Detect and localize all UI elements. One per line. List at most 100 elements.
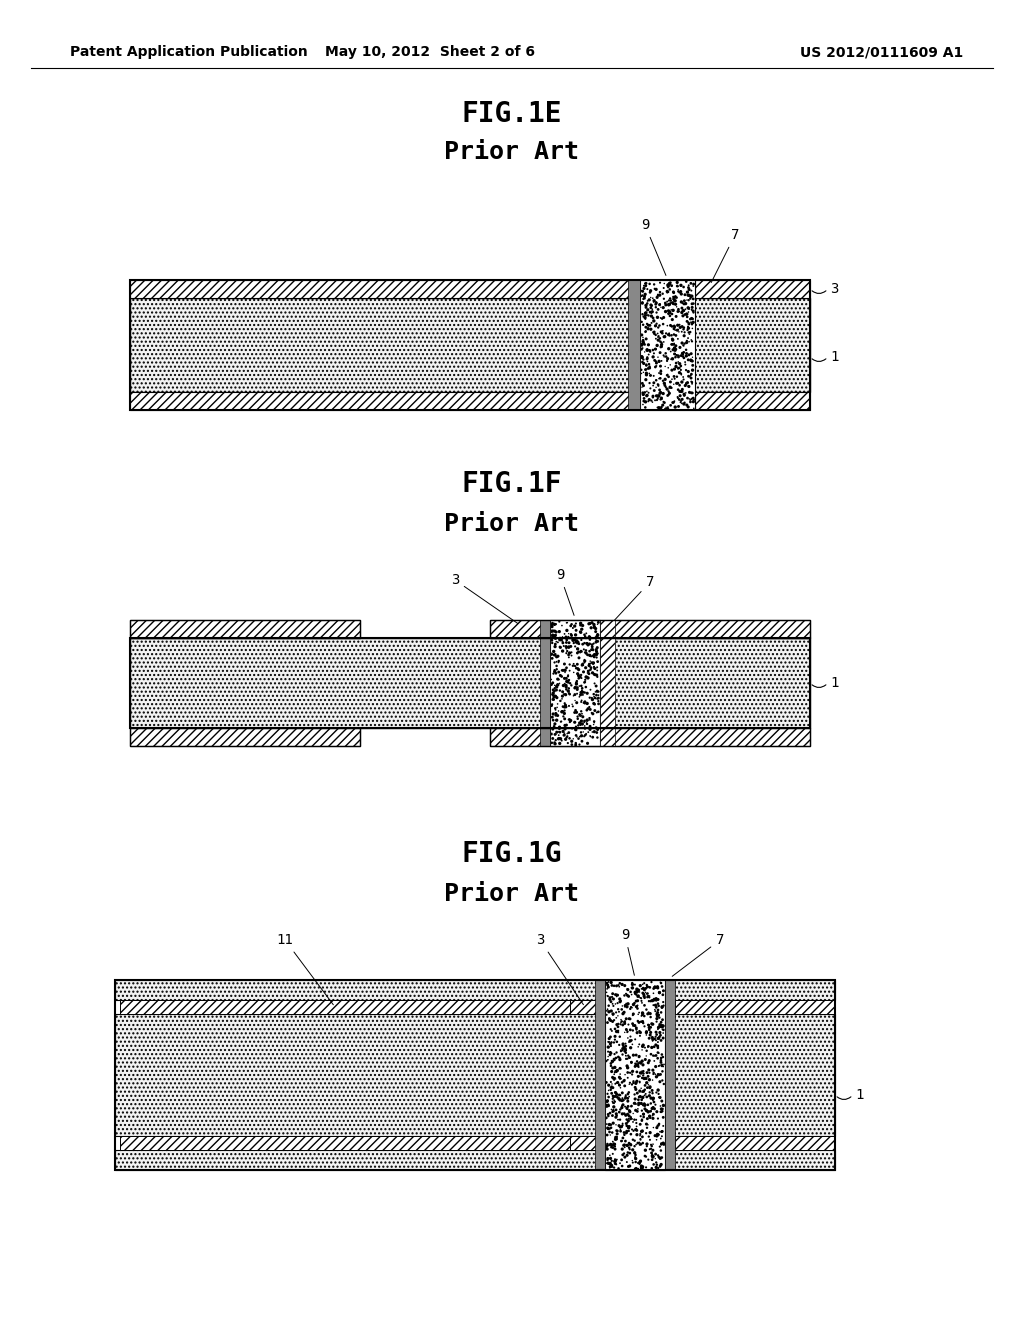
Point — [547, 636, 563, 657]
Point — [606, 1151, 623, 1172]
Point — [649, 977, 666, 998]
Point — [675, 343, 691, 364]
Point — [627, 1142, 643, 1163]
Point — [621, 1110, 637, 1131]
Point — [547, 723, 563, 744]
Point — [561, 627, 578, 648]
Point — [682, 309, 698, 330]
Point — [650, 1125, 667, 1146]
Point — [568, 657, 585, 678]
Point — [604, 1067, 621, 1088]
Point — [578, 640, 594, 661]
Point — [581, 626, 597, 647]
Point — [628, 1100, 644, 1121]
Point — [589, 722, 605, 743]
Point — [567, 719, 584, 741]
Point — [668, 325, 684, 346]
Point — [561, 727, 578, 748]
Point — [615, 1143, 632, 1164]
Point — [648, 989, 665, 1010]
Point — [645, 1045, 662, 1067]
Point — [604, 983, 621, 1005]
Point — [616, 1076, 633, 1097]
Point — [683, 383, 699, 404]
Point — [652, 308, 669, 329]
Point — [629, 1055, 645, 1076]
Point — [614, 1094, 631, 1115]
Point — [644, 1146, 660, 1167]
Point — [558, 696, 574, 717]
Point — [630, 986, 646, 1007]
Point — [570, 642, 587, 663]
Point — [634, 304, 650, 325]
Point — [665, 309, 681, 330]
Point — [651, 1137, 668, 1158]
Point — [639, 348, 655, 370]
Text: 7: 7 — [672, 933, 724, 977]
Bar — [120, 1001, 595, 1014]
Point — [577, 693, 593, 714]
Point — [615, 1122, 632, 1143]
Point — [677, 298, 693, 319]
Point — [683, 273, 699, 294]
Point — [623, 1109, 639, 1130]
Point — [558, 638, 574, 659]
Point — [588, 627, 604, 648]
Point — [676, 384, 692, 405]
Point — [606, 1010, 623, 1031]
Point — [631, 979, 647, 1001]
Point — [650, 298, 667, 319]
Point — [638, 370, 654, 391]
Point — [612, 1008, 629, 1030]
Point — [603, 1072, 620, 1093]
Point — [643, 318, 659, 339]
Point — [578, 657, 594, 678]
Point — [638, 1068, 654, 1089]
Point — [591, 693, 607, 714]
Point — [553, 711, 569, 733]
Point — [648, 352, 665, 374]
Point — [569, 677, 586, 698]
Point — [604, 1073, 621, 1094]
Point — [605, 989, 622, 1010]
Point — [569, 643, 586, 664]
Point — [663, 272, 679, 293]
Point — [624, 1096, 640, 1117]
Point — [582, 651, 598, 672]
Point — [634, 372, 650, 393]
Point — [645, 1088, 662, 1109]
Point — [654, 985, 671, 1006]
Point — [578, 667, 594, 688]
Point — [549, 697, 565, 718]
Point — [677, 351, 693, 372]
Point — [617, 1105, 634, 1126]
Point — [635, 330, 651, 351]
Point — [622, 1008, 638, 1030]
Point — [562, 711, 579, 733]
Bar — [640, 280, 695, 411]
Point — [577, 626, 593, 647]
Point — [652, 1121, 669, 1142]
Point — [589, 727, 605, 748]
Point — [653, 997, 670, 1018]
Point — [638, 359, 654, 380]
Point — [659, 281, 676, 302]
Point — [604, 1156, 621, 1177]
Point — [632, 1063, 648, 1084]
Point — [655, 326, 672, 347]
Point — [581, 718, 597, 739]
Point — [672, 354, 688, 375]
Point — [652, 381, 669, 403]
Point — [622, 1100, 638, 1121]
Point — [636, 995, 652, 1016]
Bar — [130, 620, 360, 638]
Point — [637, 1049, 653, 1071]
Point — [670, 387, 686, 408]
Point — [608, 1002, 625, 1023]
Point — [660, 384, 677, 405]
Point — [635, 1081, 651, 1102]
Point — [614, 1040, 631, 1061]
Point — [649, 1126, 666, 1147]
Point — [636, 286, 652, 308]
Point — [606, 1092, 623, 1113]
